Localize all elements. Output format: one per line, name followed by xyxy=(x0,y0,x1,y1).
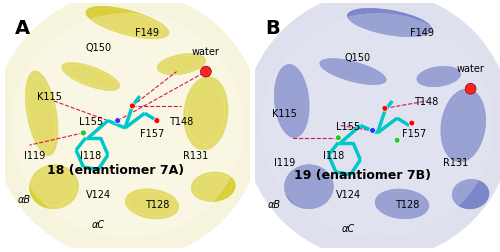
Text: I119: I119 xyxy=(24,150,45,160)
Circle shape xyxy=(200,67,211,78)
Text: T128: T128 xyxy=(394,199,419,209)
Ellipse shape xyxy=(30,165,78,209)
Text: F149: F149 xyxy=(135,28,159,38)
Circle shape xyxy=(394,138,400,144)
Circle shape xyxy=(409,121,414,127)
Ellipse shape xyxy=(11,14,244,238)
Circle shape xyxy=(465,84,476,95)
Ellipse shape xyxy=(441,90,486,162)
Text: F149: F149 xyxy=(410,28,434,38)
Text: αC: αC xyxy=(92,219,104,229)
Ellipse shape xyxy=(261,14,494,238)
Circle shape xyxy=(80,130,86,136)
Text: R131: R131 xyxy=(444,158,468,168)
Text: F157: F157 xyxy=(140,128,164,138)
Ellipse shape xyxy=(243,0,500,252)
Ellipse shape xyxy=(125,189,179,219)
Text: V124: V124 xyxy=(336,189,360,199)
Ellipse shape xyxy=(284,165,334,209)
Circle shape xyxy=(154,118,160,124)
Text: αB: αB xyxy=(268,199,281,209)
Text: Q150: Q150 xyxy=(345,53,371,63)
Ellipse shape xyxy=(191,172,236,202)
Ellipse shape xyxy=(62,63,120,91)
Circle shape xyxy=(130,104,136,109)
Text: K115: K115 xyxy=(272,109,297,119)
Text: I118: I118 xyxy=(80,150,102,160)
Text: T148: T148 xyxy=(414,97,438,107)
Text: R131: R131 xyxy=(184,150,208,160)
Text: 18 (enantiomer 7A): 18 (enantiomer 7A) xyxy=(46,164,184,176)
Text: αC: αC xyxy=(342,224,354,233)
Text: 19 (enantiomer 7B): 19 (enantiomer 7B) xyxy=(294,168,432,181)
Text: F157: F157 xyxy=(402,128,426,138)
Text: K115: K115 xyxy=(36,92,62,102)
Text: L155: L155 xyxy=(336,121,360,131)
Ellipse shape xyxy=(452,180,489,209)
Circle shape xyxy=(115,118,120,124)
Ellipse shape xyxy=(86,7,169,40)
Text: V124: V124 xyxy=(86,189,110,199)
Ellipse shape xyxy=(274,65,309,138)
Ellipse shape xyxy=(417,67,461,87)
Text: water: water xyxy=(192,46,220,56)
Circle shape xyxy=(336,135,341,141)
Text: T128: T128 xyxy=(144,199,169,209)
Circle shape xyxy=(382,106,388,112)
Ellipse shape xyxy=(348,9,432,38)
Ellipse shape xyxy=(26,72,58,156)
Ellipse shape xyxy=(184,77,228,150)
Text: A: A xyxy=(15,19,30,38)
Text: L155: L155 xyxy=(78,116,103,126)
Text: I119: I119 xyxy=(274,158,295,168)
Ellipse shape xyxy=(157,54,206,76)
Ellipse shape xyxy=(320,59,386,85)
Text: water: water xyxy=(456,64,484,74)
Circle shape xyxy=(370,128,376,134)
Text: T148: T148 xyxy=(170,116,194,126)
Text: I118: I118 xyxy=(323,150,344,160)
Text: Q150: Q150 xyxy=(85,43,111,53)
Text: αB: αB xyxy=(18,194,31,204)
Text: B: B xyxy=(265,19,280,38)
Ellipse shape xyxy=(0,0,262,252)
Ellipse shape xyxy=(375,189,429,219)
